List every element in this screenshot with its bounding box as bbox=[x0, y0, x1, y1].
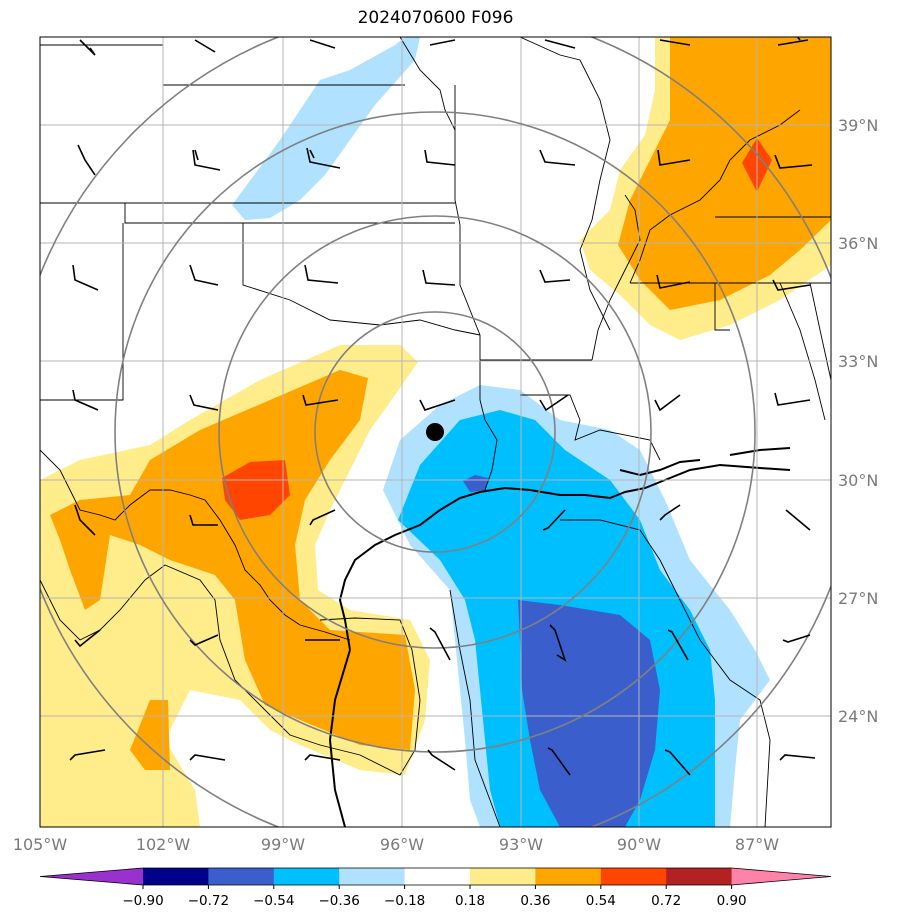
colorbar-segment bbox=[273, 868, 340, 885]
lon-label: 99°W bbox=[261, 835, 305, 854]
lat-label: 27°N bbox=[838, 589, 878, 608]
lon-label: 90°W bbox=[617, 835, 661, 854]
positive-anomaly-northeast bbox=[580, 37, 831, 340]
lat-label: 30°N bbox=[838, 471, 878, 490]
colorbar: −0.90 −0.72 −0.54 −0.36 −0.18 0.18 0.36 0.54 0.7… bbox=[39, 867, 832, 909]
lon-label: 93°W bbox=[499, 835, 543, 854]
gridlines bbox=[40, 37, 831, 827]
colorbar-tick-label: 0.72 bbox=[651, 893, 681, 909]
colorbar-segment bbox=[339, 868, 406, 885]
lon-label: 105°W bbox=[13, 835, 68, 854]
colorbar-tick-label: −0.18 bbox=[384, 893, 425, 909]
lat-label: 24°N bbox=[838, 707, 878, 726]
lat-axis-labels: 39°N 36°N 33°N 30°N 27°N 24°N bbox=[838, 116, 878, 726]
colorbar-tick-label: −0.90 bbox=[122, 893, 163, 909]
colorbar-segment bbox=[208, 868, 275, 885]
lat-label: 36°N bbox=[838, 234, 878, 253]
colorbar-extend-high bbox=[731, 868, 831, 885]
colorbar-tick-label: −0.54 bbox=[253, 893, 294, 909]
colorbar-segment bbox=[535, 868, 602, 885]
lon-label: 96°W bbox=[380, 835, 424, 854]
colorbar-tick-label: 0.18 bbox=[455, 893, 485, 909]
range-rings bbox=[40, 37, 831, 827]
coastline bbox=[328, 447, 791, 827]
lat-label: 33°N bbox=[838, 352, 878, 371]
negative-anomaly-north bbox=[232, 37, 420, 220]
colorbar-segment bbox=[600, 868, 667, 885]
colorbar-tick-label: −0.36 bbox=[319, 893, 360, 909]
colorbar-tick-label: 0.36 bbox=[520, 893, 550, 909]
colorbar-segment bbox=[470, 868, 536, 885]
wind-barbs bbox=[69, 37, 816, 776]
lon-label: 87°W bbox=[735, 835, 779, 854]
colorbar-extend-low bbox=[40, 868, 143, 885]
map-frame bbox=[39, 36, 832, 828]
colorbar-segment bbox=[404, 868, 471, 885]
colorbar-segment bbox=[143, 868, 209, 885]
colorbar-segment bbox=[666, 868, 733, 885]
storm-center-marker bbox=[426, 423, 444, 441]
lon-axis-labels: 105°W 102°W 99°W 96°W 93°W 90°W 87°W bbox=[13, 835, 779, 854]
colorbar-tick-label: −0.72 bbox=[188, 893, 229, 909]
lon-label: 102°W bbox=[136, 835, 191, 854]
chart-title: 2024070600 F096 bbox=[357, 8, 514, 28]
positive-anomaly-southwest bbox=[40, 345, 430, 827]
colorbar-tick-label: 0.90 bbox=[717, 893, 747, 909]
lat-label: 39°N bbox=[838, 116, 878, 135]
colorbar-tick-label: 0.54 bbox=[586, 893, 616, 909]
